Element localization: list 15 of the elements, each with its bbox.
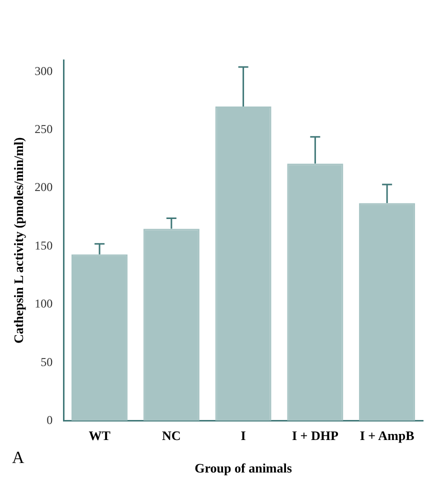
y-axis-title: Cathepsin L activity (pmoles/min/ml)	[11, 137, 26, 344]
y-tick-label: 100	[34, 296, 53, 311]
x-tick-label: NC	[162, 428, 181, 443]
text: A	[12, 448, 24, 468]
y-tick-label: 300	[34, 64, 53, 78]
y-tick-label: 200	[34, 180, 53, 194]
x-tick-label: WT	[88, 428, 111, 443]
x-tick-label: I	[240, 428, 246, 443]
x-tick-label: I + DHP	[292, 428, 338, 443]
y-tick-label: 150	[34, 238, 53, 252]
x-tick-label: I + AmpB	[360, 428, 415, 443]
y-tick-label: 50	[40, 354, 53, 369]
y-tick-label: 250	[34, 122, 53, 136]
y-tick-label: 0	[46, 412, 53, 427]
x-axis-title: Group of animals	[194, 460, 292, 476]
